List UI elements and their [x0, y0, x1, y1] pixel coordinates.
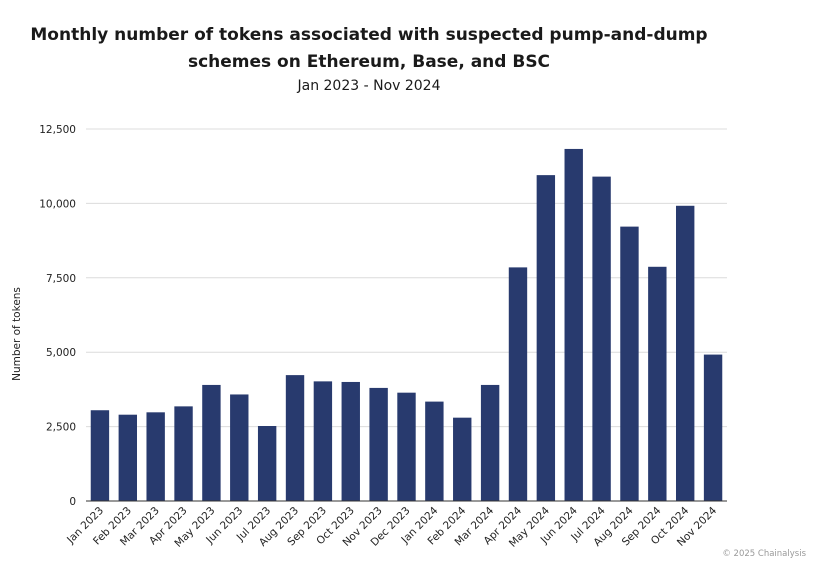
bar — [202, 384, 221, 501]
bar — [564, 148, 583, 501]
y-tick-label: 10,000 — [39, 198, 76, 210]
y-tick-label: 12,500 — [39, 124, 76, 136]
bars — [90, 148, 723, 502]
chart-title-line-1: Monthly number of tokens associated with… — [30, 25, 707, 45]
bar — [146, 412, 165, 501]
bar — [230, 394, 249, 501]
bar — [620, 226, 639, 501]
bar — [118, 414, 138, 501]
bar — [285, 375, 305, 501]
y-tick-label: 7,500 — [46, 273, 76, 285]
bar — [536, 175, 556, 502]
bar — [174, 406, 193, 501]
bar — [592, 176, 611, 501]
bar — [397, 392, 416, 501]
bar — [675, 205, 695, 501]
copyright-footer: © 2025 Chainalysis — [722, 549, 806, 559]
y-axis-ticks: 0 2,500 5,000 7,500 10,000 12,500 — [39, 124, 76, 508]
bar — [369, 387, 388, 501]
bar — [648, 266, 667, 501]
chart-title-line-2: schemes on Ethereum, Base, and BSC — [188, 52, 550, 72]
y-axis-label: Number of tokens — [11, 287, 23, 381]
bar — [480, 384, 500, 501]
bar — [341, 381, 360, 501]
bar — [90, 410, 110, 501]
gridlines — [86, 128, 727, 428]
y-tick-label: 0 — [69, 496, 76, 508]
bar — [257, 426, 277, 501]
bar — [508, 267, 528, 501]
y-tick-label: 2,500 — [46, 422, 76, 434]
bar — [313, 381, 333, 501]
y-tick-label: 5,000 — [46, 347, 76, 359]
bar — [703, 354, 723, 501]
chart-subtitle: Jan 2023 - Nov 2024 — [296, 78, 440, 94]
bar — [425, 401, 444, 501]
bar — [453, 417, 472, 501]
